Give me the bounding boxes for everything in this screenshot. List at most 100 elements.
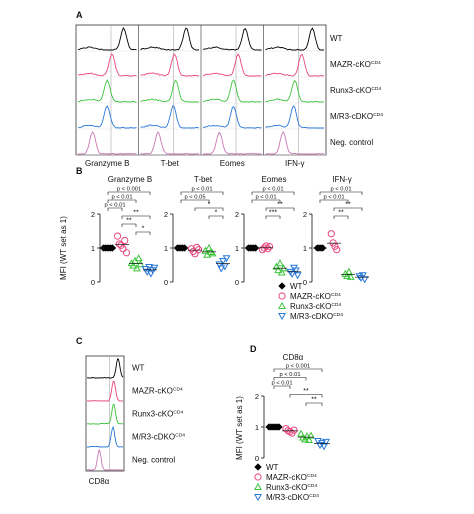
panel-b-y-tick-label: 2 bbox=[235, 210, 239, 219]
panel-a-histogram bbox=[77, 27, 137, 51]
panel-a-histogram bbox=[140, 53, 200, 77]
panel-a-histogram bbox=[140, 27, 200, 51]
panel-b-significance-bracket bbox=[319, 199, 349, 203]
panel-b-legend-marker bbox=[278, 313, 286, 321]
panel-c-frame bbox=[85, 355, 125, 472]
panel-b-significance-label: p < 0.01 bbox=[111, 195, 132, 201]
panel-a-row-label: WT bbox=[330, 34, 343, 43]
panel-d-y-tick-label: 0 bbox=[255, 454, 259, 463]
panel-b-y-tick-label: 1 bbox=[235, 244, 239, 253]
panel-b-significance-bracket bbox=[121, 223, 137, 227]
panel-b-significance-bracket bbox=[135, 231, 151, 235]
panel-d-y-axis-label: MFI (WT set as 1) bbox=[235, 396, 244, 460]
panel-d-significance-bracket bbox=[273, 385, 291, 389]
panel-a-histogram bbox=[202, 79, 262, 103]
panel-b-significance-label: ** bbox=[126, 218, 132, 225]
panel-b-legend-label: WT bbox=[290, 282, 303, 291]
panel-a-histogram bbox=[202, 53, 262, 77]
panel-b-data-point bbox=[277, 268, 286, 276]
panel-d-significance-bracket bbox=[273, 377, 307, 381]
panel-b-data-point bbox=[219, 257, 227, 266]
panel-b-significance-label: p < 0.001 bbox=[117, 187, 141, 193]
panel-b-legend-label: MAZR-cKOCD4 bbox=[290, 292, 341, 301]
panel-letter-d: D bbox=[250, 344, 257, 354]
panel-c-row-label: WT bbox=[132, 364, 145, 373]
panel-a-column-label: Eomes bbox=[220, 159, 245, 168]
panel-d-legend-label: MAZR-cKOCD4 bbox=[266, 473, 317, 482]
panel-b-significance-bracket bbox=[251, 191, 295, 195]
panel-b-significance-bracket bbox=[107, 207, 123, 211]
panel-b-significance-label: p < 0.01 bbox=[330, 187, 351, 193]
panel-b-significance-label: ** bbox=[133, 210, 139, 217]
panel-a-histogram bbox=[203, 131, 262, 155]
panel-b-y-tick-label: 1 bbox=[303, 244, 307, 253]
panel-c-column-label: CD8α bbox=[89, 477, 110, 486]
panel-b-data-point bbox=[293, 272, 302, 280]
panel-b-significance-label: ** bbox=[338, 210, 344, 217]
panel-b-significance-label: * bbox=[215, 210, 218, 217]
panel-b-data-point bbox=[276, 259, 284, 267]
panel-b-data-point bbox=[266, 243, 274, 251]
panel-b-y-tick-label: 2 bbox=[164, 210, 168, 219]
panel-d-data-point bbox=[322, 438, 330, 447]
panel-a-histogram bbox=[77, 53, 137, 77]
panel-b-significance-label: * bbox=[208, 202, 211, 209]
panel-b-data-point bbox=[122, 249, 131, 257]
panel-a-histogram bbox=[265, 131, 325, 155]
panel-c-histogram bbox=[87, 358, 124, 379]
panel-b-significance-bracket bbox=[121, 215, 151, 219]
panel-b-significance-label: p < 0.05 bbox=[184, 195, 205, 201]
panel-b-data-point bbox=[272, 262, 281, 270]
panel-b-significance-bracket bbox=[333, 207, 363, 211]
panel-c-row-label: M/R3-cDKOCD4 bbox=[132, 433, 185, 442]
panel-d-significance-label: ** bbox=[303, 388, 309, 395]
panel-b-y-tick-label: 0 bbox=[235, 278, 239, 287]
panel-b-data-point bbox=[195, 246, 203, 254]
panel-d-significance-label: p < 0.01 bbox=[271, 381, 292, 387]
panel-b-data-point bbox=[333, 246, 341, 254]
panel-d-y-tick-label: 1 bbox=[255, 423, 259, 432]
panel-b-significance-bracket bbox=[265, 215, 281, 219]
panel-letter-b: B bbox=[76, 166, 83, 176]
panel-b-significance-bracket bbox=[333, 215, 349, 219]
panel-a-histogram bbox=[202, 28, 262, 51]
panel-b-data-point bbox=[215, 261, 224, 269]
panel-b-significance-label: p < 0.01 bbox=[104, 203, 125, 209]
panel-d-significance-bracket bbox=[273, 368, 323, 372]
panel-c-row-label: MAZR-cKOCD4 bbox=[132, 387, 183, 396]
panel-d-significance-label: p < 0.01 bbox=[279, 372, 300, 378]
panel-b-y-tick-label: 2 bbox=[303, 210, 307, 219]
panel-d-data-point bbox=[290, 426, 298, 434]
panel-b-data-point bbox=[327, 230, 335, 238]
panel-b-data-point bbox=[358, 272, 367, 280]
panel-b-data-point bbox=[264, 245, 272, 253]
panel-b-data-point bbox=[360, 276, 369, 284]
panel-d-legend-marker bbox=[254, 494, 262, 502]
panel-b-significance-bracket bbox=[251, 199, 281, 203]
panel-b-data-point bbox=[115, 240, 123, 248]
panel-d-legend-marker bbox=[254, 482, 262, 490]
panel-c-histogram bbox=[87, 425, 124, 448]
panel-b-significance-label: p < 0.01 bbox=[191, 187, 212, 193]
panel-a-column-label: IFN-γ bbox=[285, 159, 305, 168]
panel-d-data-point bbox=[305, 435, 313, 443]
panel-b-significance-label: ** bbox=[277, 202, 283, 209]
panel-a-row-label: MAZR-cKOCD4 bbox=[330, 60, 381, 69]
panel-b-data-point bbox=[136, 260, 145, 268]
panel-d-legend-marker bbox=[254, 473, 262, 481]
panel-b-significance-bracket bbox=[194, 207, 224, 211]
panel-b-data-point bbox=[113, 232, 122, 240]
panel-b-significance-label: p < 0.01 bbox=[262, 187, 283, 193]
panel-a-histogram bbox=[202, 106, 262, 129]
panel-b-subplot-title: T-bet bbox=[194, 175, 213, 184]
panel-letter-a: A bbox=[76, 10, 83, 20]
panel-b-data-point bbox=[119, 245, 127, 253]
panel-b-y-axis-label: MFI (WT set as 1) bbox=[59, 216, 68, 280]
panel-b-data-point bbox=[150, 264, 159, 272]
panel-b-data-point bbox=[117, 241, 125, 249]
